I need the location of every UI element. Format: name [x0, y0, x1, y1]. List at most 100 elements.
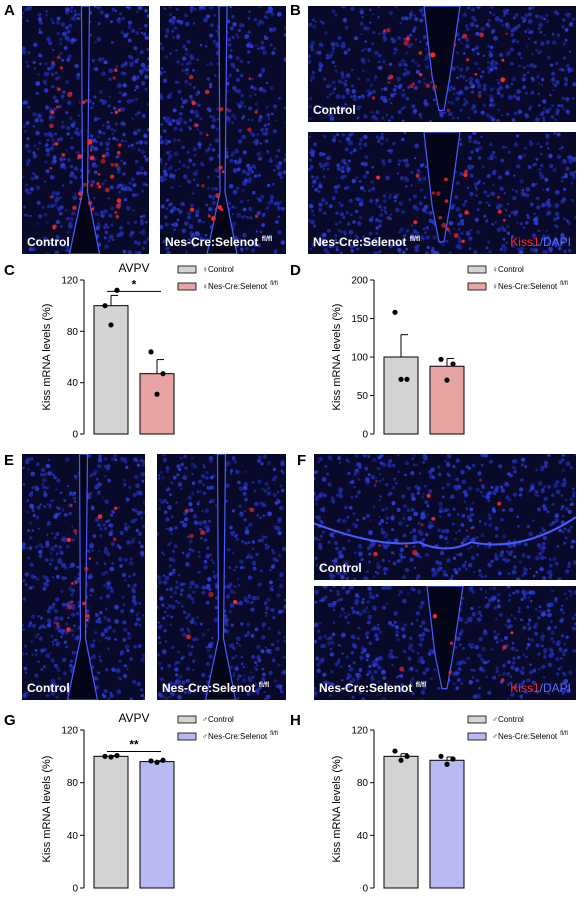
y-axis-label: Kiss mRNA levels (%)	[41, 304, 53, 411]
chart-h: 0 40 80 120 Kiss mRNA levels (%) ♂Control ♂Nes…	[290, 708, 579, 900]
y-tick-label: 80	[67, 778, 79, 789]
data-point	[392, 309, 398, 315]
data-point	[108, 322, 114, 328]
bar	[139, 373, 175, 435]
legend-swatch	[467, 282, 487, 291]
legend-label: ♂Control	[492, 715, 524, 724]
data-point	[114, 752, 120, 759]
micrograph-texture	[22, 6, 149, 254]
bar	[429, 759, 465, 889]
legend-label: ♂Nes-Cre:Selenot fl/fl	[202, 731, 278, 741]
legend-label: ♂Control	[202, 715, 234, 724]
micrograph-texture	[157, 454, 286, 700]
data-point	[444, 377, 450, 383]
micrograph-b-control: Control	[308, 6, 576, 122]
micrograph-label: Control	[27, 681, 70, 695]
legend-label: ♀Nes-Cre:Selenot fl/fl	[202, 281, 278, 291]
y-tick-label: 50	[357, 391, 369, 402]
panel-letter-f: F	[297, 452, 307, 469]
data-point	[154, 759, 160, 765]
data-point	[398, 757, 404, 763]
y-tick-label: 120	[61, 726, 78, 737]
significance-label: *	[132, 277, 137, 291]
chart-title: AVPV	[118, 261, 149, 275]
chart-title: AVPV	[118, 711, 149, 725]
micrograph-f-knockout: Nes-Cre:Selenot fl/fl Kiss1/DAPI	[314, 586, 576, 700]
micrograph-label: Control	[313, 103, 356, 117]
y-tick-label: 200	[351, 276, 368, 287]
y-tick-label: 80	[357, 778, 369, 789]
micrograph-a-control: Control	[22, 6, 149, 254]
y-axis-label: Kiss mRNA levels (%)	[331, 756, 343, 863]
micrograph-e-knockout: Nes-Cre:Selenot fl/fl	[157, 454, 286, 700]
data-point	[444, 761, 450, 767]
y-tick-label: 120	[61, 276, 78, 287]
legend-swatch	[177, 282, 197, 291]
micrograph-label: Control	[319, 561, 362, 575]
bar	[383, 755, 419, 889]
micrograph-label: Nes-Cre:Selenot fl/fl	[165, 235, 273, 249]
bar	[429, 365, 465, 435]
y-tick-label: 100	[351, 353, 368, 364]
data-point	[160, 371, 166, 377]
y-axis-label: Kiss mRNA levels (%)	[41, 756, 53, 863]
panel-letter-h: H	[290, 712, 301, 729]
data-point	[108, 754, 114, 760]
y-axis-label: Kiss mRNA levels (%)	[331, 304, 343, 411]
significance-label: **	[129, 738, 139, 752]
legend-swatch	[177, 715, 197, 724]
panel-letter-c: C	[4, 262, 15, 279]
micrograph-texture	[308, 6, 576, 122]
y-tick-label: 0	[362, 884, 368, 895]
y-tick-label: 120	[351, 726, 368, 737]
micrograph-f-control: Control	[314, 454, 576, 580]
legend-swatch	[467, 732, 487, 741]
legend-label: ♀Control	[492, 265, 524, 274]
data-point	[102, 753, 108, 759]
data-point	[404, 376, 410, 382]
data-point	[148, 349, 154, 355]
data-point	[148, 758, 154, 764]
micrograph-label: Nes-Cre:Selenot fl/fl	[319, 681, 427, 695]
legend-label: ♂Nes-Cre:Selenot fl/fl	[492, 731, 568, 741]
data-point	[450, 361, 456, 367]
micrograph-label: Nes-Cre:Selenot fl/fl	[313, 235, 421, 249]
data-point	[160, 757, 166, 763]
stain-legend: Kiss1/DAPI	[510, 235, 571, 249]
data-point	[114, 287, 120, 293]
micrograph-texture	[22, 454, 145, 700]
y-tick-label: 0	[72, 430, 78, 441]
data-point	[154, 391, 160, 397]
panel-letter-d: D	[290, 262, 301, 279]
legend-swatch	[177, 265, 197, 274]
y-tick-label: 0	[362, 430, 368, 441]
data-point	[450, 756, 456, 762]
data-point	[398, 376, 404, 382]
micrograph-label: Nes-Cre:Selenot fl/fl	[162, 681, 270, 695]
data-point	[404, 753, 410, 759]
chart-g: 0 40 80 120 Kiss mRNA levels (%) AVPV ** ♂Contr…	[0, 708, 290, 900]
bar	[139, 761, 175, 889]
data-point	[102, 303, 108, 309]
bar	[93, 755, 129, 889]
y-tick-label: 40	[67, 831, 79, 842]
stain-legend: Kiss1/DAPI	[510, 681, 571, 695]
data-point	[392, 748, 398, 754]
y-tick-label: 40	[357, 831, 369, 842]
chart-svg: 0 50 100 150 200 Kiss mRNA levels (%) ♀Control…	[331, 265, 568, 441]
micrograph-texture	[160, 6, 286, 254]
micrograph-texture	[314, 454, 576, 580]
legend-swatch	[177, 732, 197, 741]
legend-swatch	[467, 715, 487, 724]
chart-d: 0 50 100 150 200 Kiss mRNA levels (%) ♀Control…	[290, 258, 579, 446]
bar	[383, 356, 419, 435]
panel-letter-b: B	[290, 2, 301, 19]
panel-letter-g: G	[4, 712, 16, 729]
panel-letter-a: A	[4, 2, 15, 19]
legend-swatch	[467, 265, 487, 274]
micrograph-texture	[314, 586, 576, 700]
chart-c: 0 40 80 120 Kiss mRNA levels (%) AVPV * ♀Contro…	[0, 258, 290, 446]
micrograph-e-control: Control	[22, 454, 145, 700]
legend-label: ♀Control	[202, 265, 234, 274]
chart-svg: 0 40 80 120 Kiss mRNA levels (%) ♂Control ♂Nes…	[331, 715, 568, 895]
